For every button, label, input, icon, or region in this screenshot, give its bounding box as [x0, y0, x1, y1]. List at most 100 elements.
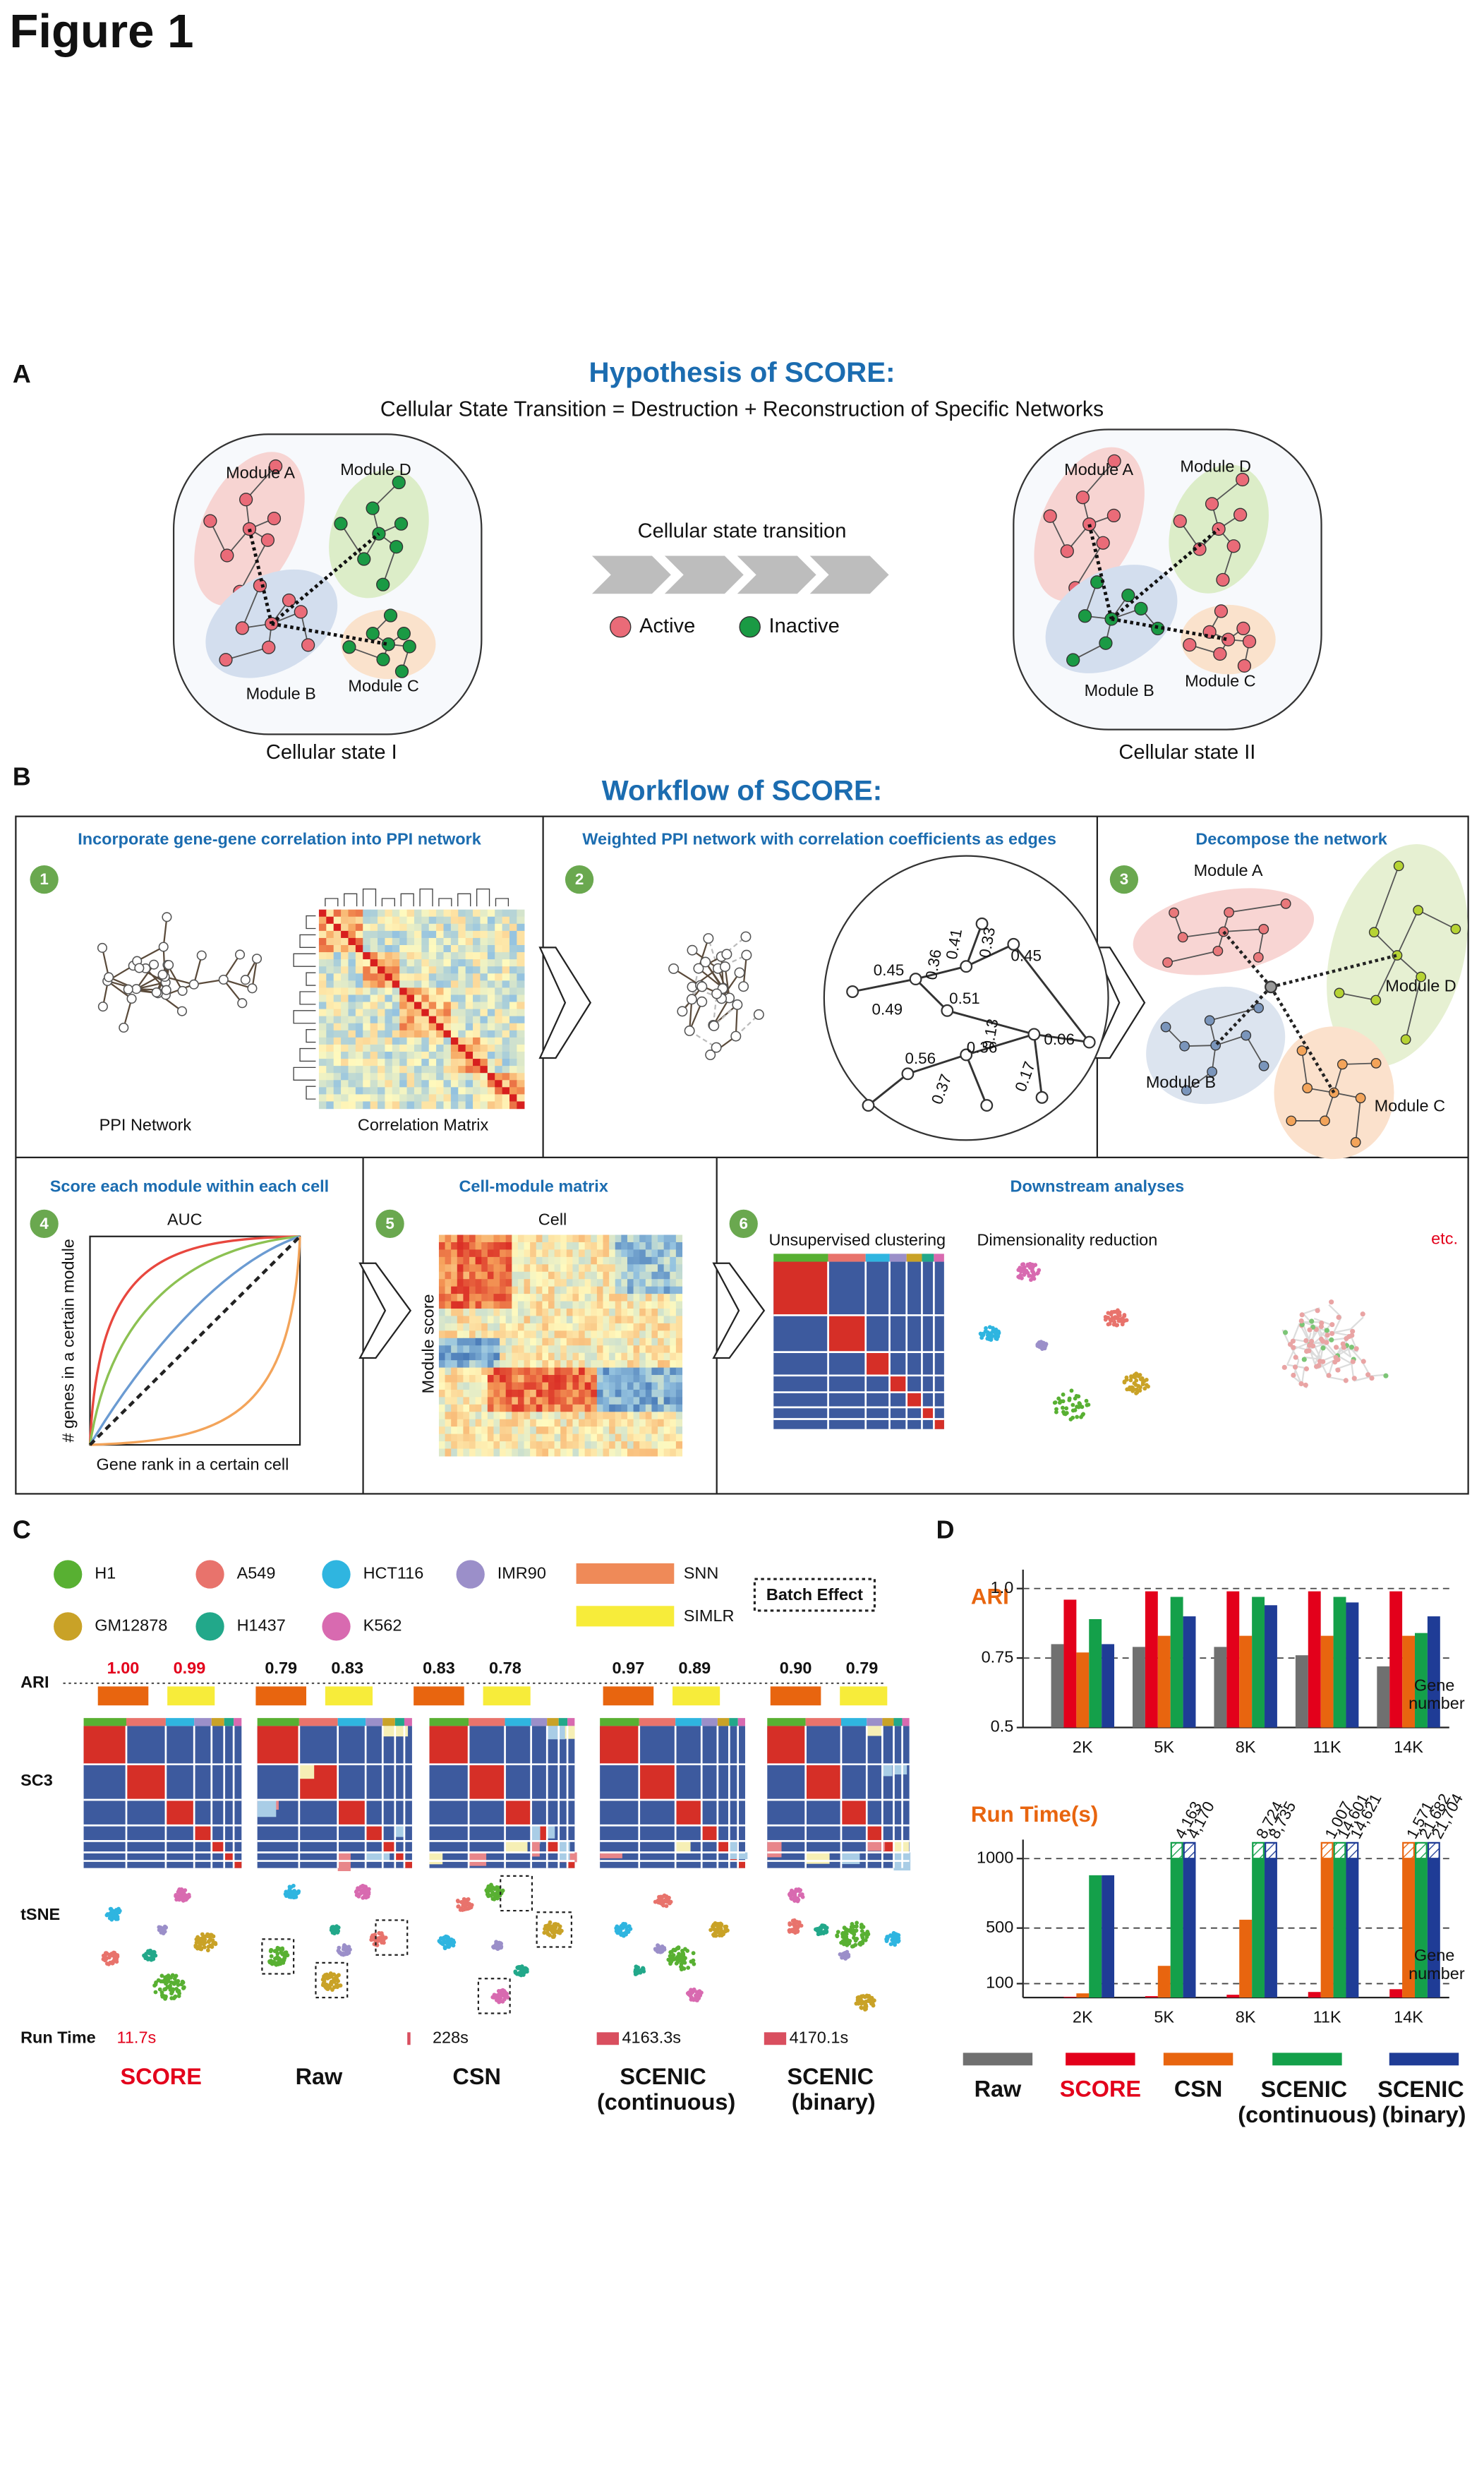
cell-point [1142, 1386, 1147, 1391]
heat-cell [651, 1419, 658, 1427]
legend-label: Active [639, 615, 695, 637]
matrix-patch [469, 1852, 487, 1866]
heat-cell [318, 966, 327, 974]
heat-cell [530, 1242, 537, 1250]
node [376, 577, 390, 591]
cell-point [289, 1894, 294, 1899]
edge [222, 954, 241, 980]
step-number: 3 [1120, 870, 1128, 888]
heat-cell [651, 1352, 658, 1361]
heat-cell [487, 952, 495, 960]
heat-cell [445, 1330, 452, 1339]
heat-cell [505, 1294, 512, 1302]
heat-cell [542, 1448, 549, 1457]
legend-dot [54, 1560, 83, 1589]
cell-point [656, 1943, 660, 1948]
cell-point [1307, 1327, 1313, 1333]
heat-cell [554, 1426, 561, 1435]
heat-cell [542, 1330, 549, 1339]
heat-cell [536, 1367, 543, 1376]
heat-cell [421, 994, 430, 1003]
heat-cell [463, 1434, 470, 1442]
node [1107, 454, 1121, 468]
heat-cell [445, 1271, 452, 1280]
heat-cell [560, 1286, 567, 1294]
heat-cell [633, 1367, 640, 1376]
cell-point [993, 1330, 998, 1335]
heat-cell [603, 1375, 610, 1383]
heat-cell [481, 1264, 488, 1273]
heat-cell [487, 1037, 495, 1045]
node [1066, 653, 1080, 667]
heat-cell [443, 1073, 452, 1081]
heat-cell [463, 1256, 470, 1265]
bar [1157, 1635, 1171, 1728]
cell-type-strip [773, 1254, 828, 1262]
heat-cell [658, 1397, 665, 1405]
heat-cell [370, 966, 378, 974]
heat-cell [348, 937, 356, 946]
heat-cell [633, 1441, 640, 1450]
cell-point [622, 1923, 627, 1928]
node [909, 973, 922, 986]
cell-point [282, 1958, 286, 1963]
dendrogram [306, 1029, 316, 1043]
heat-cell [370, 994, 378, 1003]
heat-cell [591, 1345, 598, 1354]
heat-cell [505, 1419, 512, 1427]
heat-cell [584, 1249, 591, 1258]
heat-cell [591, 1279, 598, 1287]
heat-cell [554, 1397, 561, 1405]
heat-cell [378, 973, 386, 982]
heat-cell [443, 952, 452, 960]
node [1253, 1002, 1265, 1014]
heat-cell [517, 1397, 525, 1405]
node [1337, 1059, 1348, 1070]
heat-cell [591, 1382, 598, 1390]
heat-cell [385, 952, 393, 960]
heat-cell [414, 930, 423, 939]
legend-label: A549 [237, 1564, 276, 1582]
edge [1418, 909, 1456, 930]
heat-cell [536, 1448, 543, 1457]
text-line: SCENIC [788, 2064, 881, 2089]
edge [1167, 950, 1219, 963]
heat-cell [414, 952, 423, 960]
heat-cell [651, 1309, 658, 1316]
heat-cell [542, 1397, 549, 1405]
cell-point [337, 1983, 341, 1988]
x-tick-label: 14K [1394, 1738, 1423, 1756]
heat-cell [536, 1389, 543, 1398]
cell-point [293, 1889, 297, 1894]
cell-point [143, 1955, 148, 1960]
node [1177, 932, 1188, 943]
batch-box [375, 1919, 409, 1956]
heat-cell [463, 1441, 470, 1450]
heat-cell [517, 1066, 525, 1074]
heat-cell [512, 1448, 519, 1457]
heat-cell [457, 1286, 464, 1294]
heat-cell [560, 1301, 567, 1309]
heat-cell [421, 1059, 430, 1066]
heat-cell [495, 959, 503, 967]
matrix-patch [840, 1852, 860, 1865]
heat-cell [584, 1264, 591, 1273]
heat-cell [639, 1323, 646, 1331]
heat-cell [406, 1044, 415, 1052]
heat-cell [318, 944, 327, 953]
cell-point [1064, 1406, 1069, 1411]
heat-cell [675, 1309, 683, 1316]
heat-cell [457, 1426, 464, 1435]
heat-cell [438, 1375, 446, 1383]
legend-swatch [1272, 2053, 1342, 2066]
axis-break-cap [1265, 1841, 1277, 1860]
heat-cell [579, 1360, 586, 1369]
cell-point [1318, 1336, 1325, 1342]
heat-cell [603, 1271, 610, 1280]
heat-cell [458, 923, 466, 932]
heat-cell [548, 1419, 555, 1427]
heat-cell [438, 1301, 446, 1309]
legend-label: GM12878 [95, 1616, 167, 1635]
heat-cell [627, 1441, 634, 1450]
step-title: Decompose the network [1195, 829, 1387, 848]
